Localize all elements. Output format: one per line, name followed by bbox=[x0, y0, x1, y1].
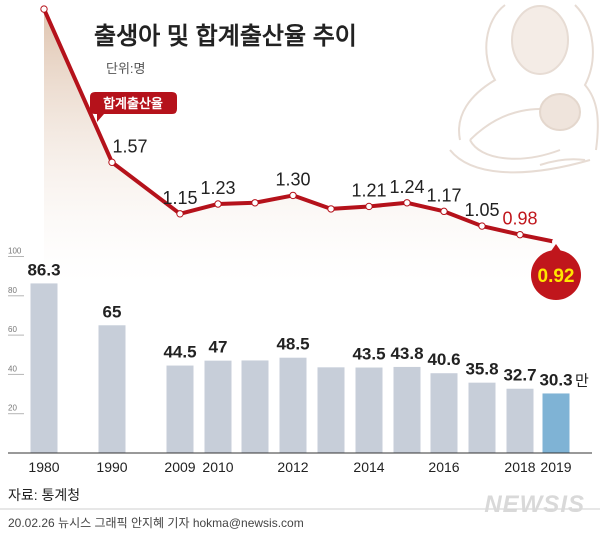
series-callout: 합계출산율 bbox=[90, 92, 177, 122]
y-tick-label-20: 20 bbox=[8, 404, 17, 413]
bar-value-label-2014: 43.5 bbox=[352, 345, 385, 364]
bar-value-label-2012: 48.5 bbox=[276, 335, 309, 354]
bar-2012 bbox=[279, 357, 307, 453]
fertility-area bbox=[44, 9, 556, 284]
x-tick-label-2010: 2010 bbox=[202, 459, 233, 475]
point-2010 bbox=[214, 200, 222, 208]
bar-2014 bbox=[355, 367, 383, 453]
points-group: 2.821.571.151.231.301.211.241.171.050.98… bbox=[40, 5, 581, 300]
y-axis: 20 40 60 80 100 bbox=[8, 247, 24, 415]
series-callout-label: 합계출산율 bbox=[103, 96, 163, 111]
chart-title: 출생아 및 합계출산율 추이 bbox=[94, 23, 357, 50]
bar-value-label-2009: 44.5 bbox=[163, 343, 196, 362]
point-2012 bbox=[289, 191, 297, 200]
final-value-badge bbox=[531, 250, 581, 300]
bar-2016 bbox=[430, 373, 458, 453]
point-value-label-2016: 1.17 bbox=[426, 185, 461, 205]
source-label: 자료: 통계청 bbox=[8, 487, 80, 503]
final-value-badge-pointer bbox=[549, 244, 563, 254]
point-2013 bbox=[327, 205, 335, 213]
bar-value-label-2017: 35.8 bbox=[465, 360, 498, 379]
bar-1980 bbox=[30, 283, 58, 453]
newsis-logo: NEWSIS bbox=[484, 491, 585, 518]
point-value-label-2014: 1.21 bbox=[351, 180, 386, 200]
bar-1990 bbox=[98, 325, 126, 453]
bar-value-label-2015: 43.8 bbox=[390, 344, 423, 363]
x-tick-label-1990: 1990 bbox=[96, 459, 127, 475]
bar-value-label-2010: 47 bbox=[209, 338, 228, 357]
x-ticks: 1980 1990 2009 2010 2012 2014 2016 2018 2019 bbox=[28, 459, 571, 475]
point-2017 bbox=[478, 222, 486, 230]
bar-value-label-1990: 65 bbox=[103, 302, 122, 321]
credit-label: 20.02.26 뉴시스 그래픽 안지혜 기자 hokma@newsis.com bbox=[8, 516, 304, 530]
point-1980 bbox=[40, 5, 48, 13]
point-2011 bbox=[251, 199, 259, 207]
point-value-label-2019: 0.92 bbox=[538, 266, 575, 287]
point-1990 bbox=[108, 158, 116, 167]
point-2009 bbox=[176, 210, 184, 218]
point-value-label-2015: 1.24 bbox=[389, 177, 424, 197]
bar-value-label-1980: 86.3 bbox=[27, 260, 60, 279]
bar-2018 bbox=[506, 388, 534, 453]
x-tick-label-2012: 2012 bbox=[277, 459, 308, 475]
bar-value-label-2018: 32.7 bbox=[503, 366, 536, 385]
x-tick-label-2019: 2019 bbox=[540, 459, 571, 475]
x-tick-label-2009: 2009 bbox=[164, 459, 195, 475]
y-tick-label-100: 100 bbox=[8, 247, 22, 256]
point-2014 bbox=[365, 202, 373, 211]
bar-value-unit: 만 bbox=[575, 372, 589, 389]
bars-group: 86.3 65 44.5 47 48.5 43.5 43.8 40.6 35.8 32.7 30.3… bbox=[27, 260, 589, 453]
y-tick-label-40: 40 bbox=[8, 364, 17, 373]
bar-2011 bbox=[241, 360, 269, 453]
point-value-label-2010: 1.23 bbox=[200, 178, 235, 198]
point-value-label-2017: 1.05 bbox=[464, 200, 499, 220]
mother-baby-illustration bbox=[449, 4, 599, 174]
point-2016 bbox=[440, 207, 448, 216]
bar-2017 bbox=[468, 382, 496, 453]
x-tick-label-2014: 2014 bbox=[353, 459, 384, 475]
bar-2010 bbox=[204, 360, 232, 453]
point-value-label-2018: 0.98 bbox=[502, 209, 537, 229]
point-value-label-2012: 1.30 bbox=[275, 169, 310, 189]
x-tick-label-2016: 2016 bbox=[428, 459, 459, 475]
x-tick-label-1980: 1980 bbox=[28, 459, 59, 475]
unit-label: 단위:명 bbox=[106, 61, 146, 76]
bar-2013 bbox=[317, 367, 345, 453]
y-tick-label-80: 80 bbox=[8, 286, 17, 295]
bar-2019 bbox=[542, 393, 570, 453]
point-2015 bbox=[403, 199, 411, 207]
y-tick-label-60: 60 bbox=[8, 325, 17, 334]
point-2018 bbox=[516, 230, 524, 239]
bar-2009 bbox=[166, 365, 194, 453]
bar-value-label-2019: 30.3 bbox=[539, 370, 572, 389]
point-value-label-1990: 1.57 bbox=[112, 136, 147, 156]
point-value-label-2009: 1.15 bbox=[162, 188, 197, 208]
bar-value-label-2016: 40.6 bbox=[427, 350, 460, 369]
x-tick-label-2018: 2018 bbox=[504, 459, 535, 475]
bar-2015 bbox=[393, 366, 421, 453]
point-2019 bbox=[552, 238, 560, 246]
